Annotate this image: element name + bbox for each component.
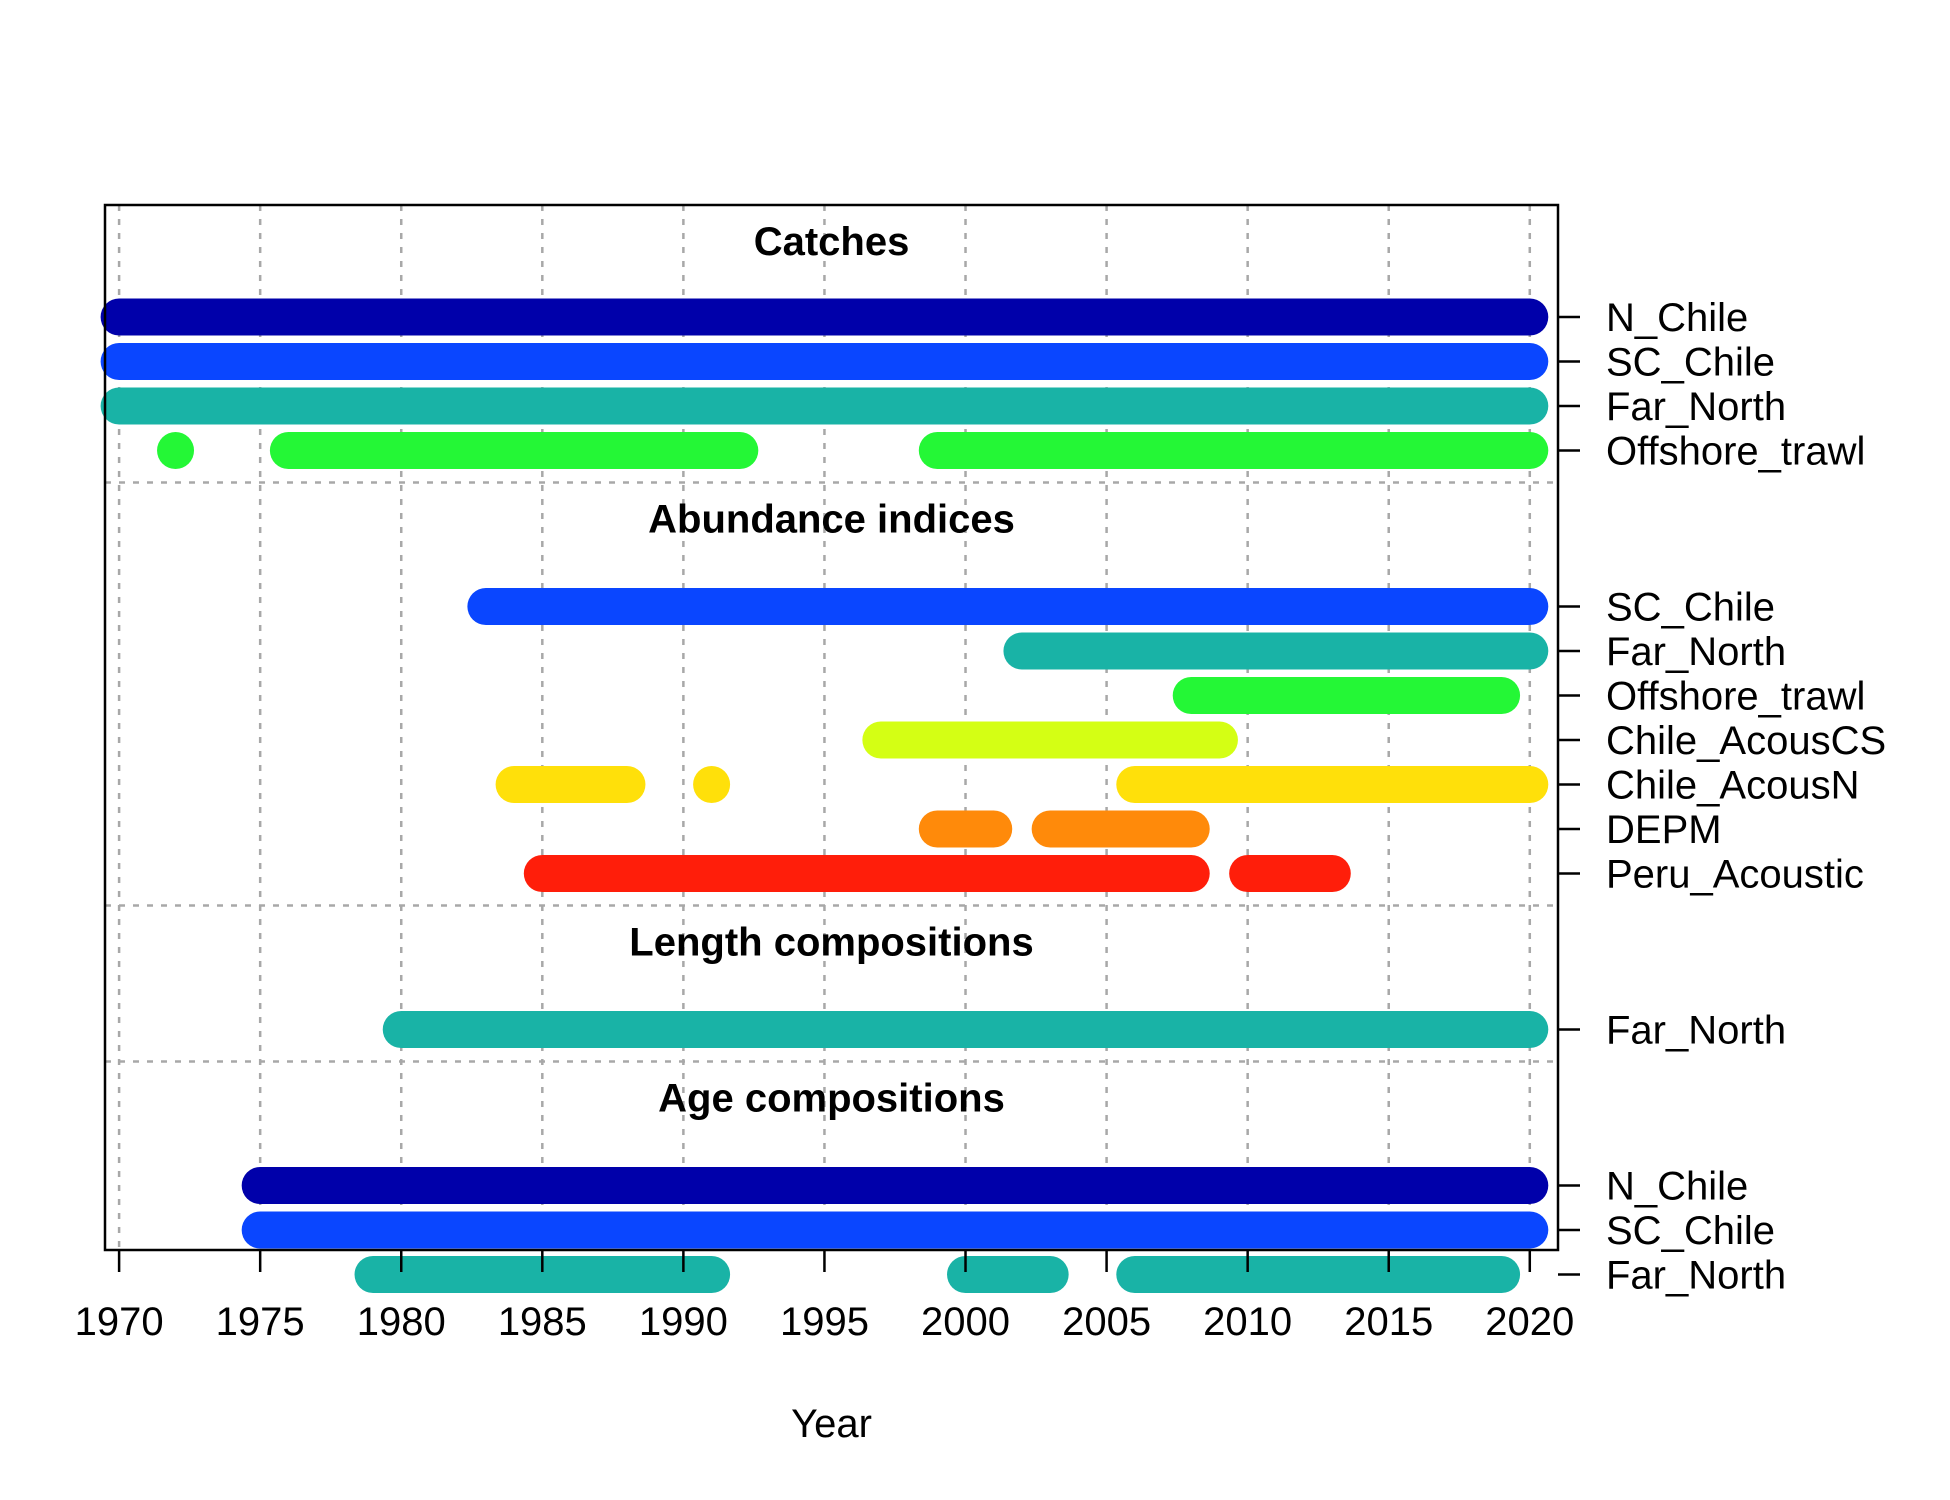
section-title: Catches bbox=[754, 220, 910, 264]
x-axis: 1970 1975 1980 1985 1990 1995 2000 2005 2010 2015… bbox=[75, 1250, 1574, 1344]
row-label: Peru_Acoustic bbox=[1606, 853, 1864, 897]
row-label: Chile_AcousN bbox=[1606, 764, 1859, 808]
x-tick-label: 1980 bbox=[357, 1300, 446, 1344]
x-tick-label: 2000 bbox=[921, 1300, 1010, 1344]
section-title: Abundance indices bbox=[648, 498, 1015, 542]
row-label: Offshore_trawl bbox=[1606, 675, 1865, 719]
x-tick-label: 1990 bbox=[639, 1300, 728, 1344]
grid bbox=[117, 205, 1532, 1250]
row-label: SC_Chile bbox=[1606, 586, 1775, 630]
bars bbox=[100, 298, 1549, 1293]
row-label: Far_North bbox=[1606, 1254, 1786, 1298]
section-titles: Catches Abundance indices Length compositi… bbox=[629, 220, 1033, 1121]
section-dividers bbox=[105, 481, 1558, 1063]
row-label: N_Chile bbox=[1606, 1165, 1748, 1209]
x-tick-label: 1985 bbox=[498, 1300, 587, 1344]
section-title: Age compositions bbox=[658, 1077, 1005, 1121]
row-label: Far_North bbox=[1606, 630, 1786, 674]
row-label: Far_North bbox=[1606, 385, 1786, 429]
row-label-axis: N_ChileSC_ChileFar_NorthOffshore_trawlSC… bbox=[1558, 296, 1886, 1298]
row-label: N_Chile bbox=[1606, 296, 1748, 340]
x-tick-label: 1995 bbox=[780, 1300, 869, 1344]
row-label: SC_Chile bbox=[1606, 1209, 1775, 1253]
section-title: Length compositions bbox=[629, 921, 1033, 965]
row-label: SC_Chile bbox=[1606, 341, 1775, 385]
x-tick-label: 2010 bbox=[1203, 1300, 1292, 1344]
x-tick-label: 2005 bbox=[1062, 1300, 1151, 1344]
row-label: Far_North bbox=[1606, 1009, 1786, 1053]
x-axis-title: Year bbox=[791, 1402, 872, 1446]
x-tick-label: 2020 bbox=[1485, 1300, 1574, 1344]
plot-frame bbox=[103, 203, 1560, 1252]
row-label: Chile_AcousCS bbox=[1606, 719, 1886, 763]
x-tick-label: 2015 bbox=[1344, 1300, 1433, 1344]
row-label: Offshore_trawl bbox=[1606, 430, 1865, 474]
x-tick-label: 1975 bbox=[216, 1300, 305, 1344]
x-tick-label: 1970 bbox=[75, 1300, 164, 1344]
row-label: DEPM bbox=[1606, 808, 1722, 852]
